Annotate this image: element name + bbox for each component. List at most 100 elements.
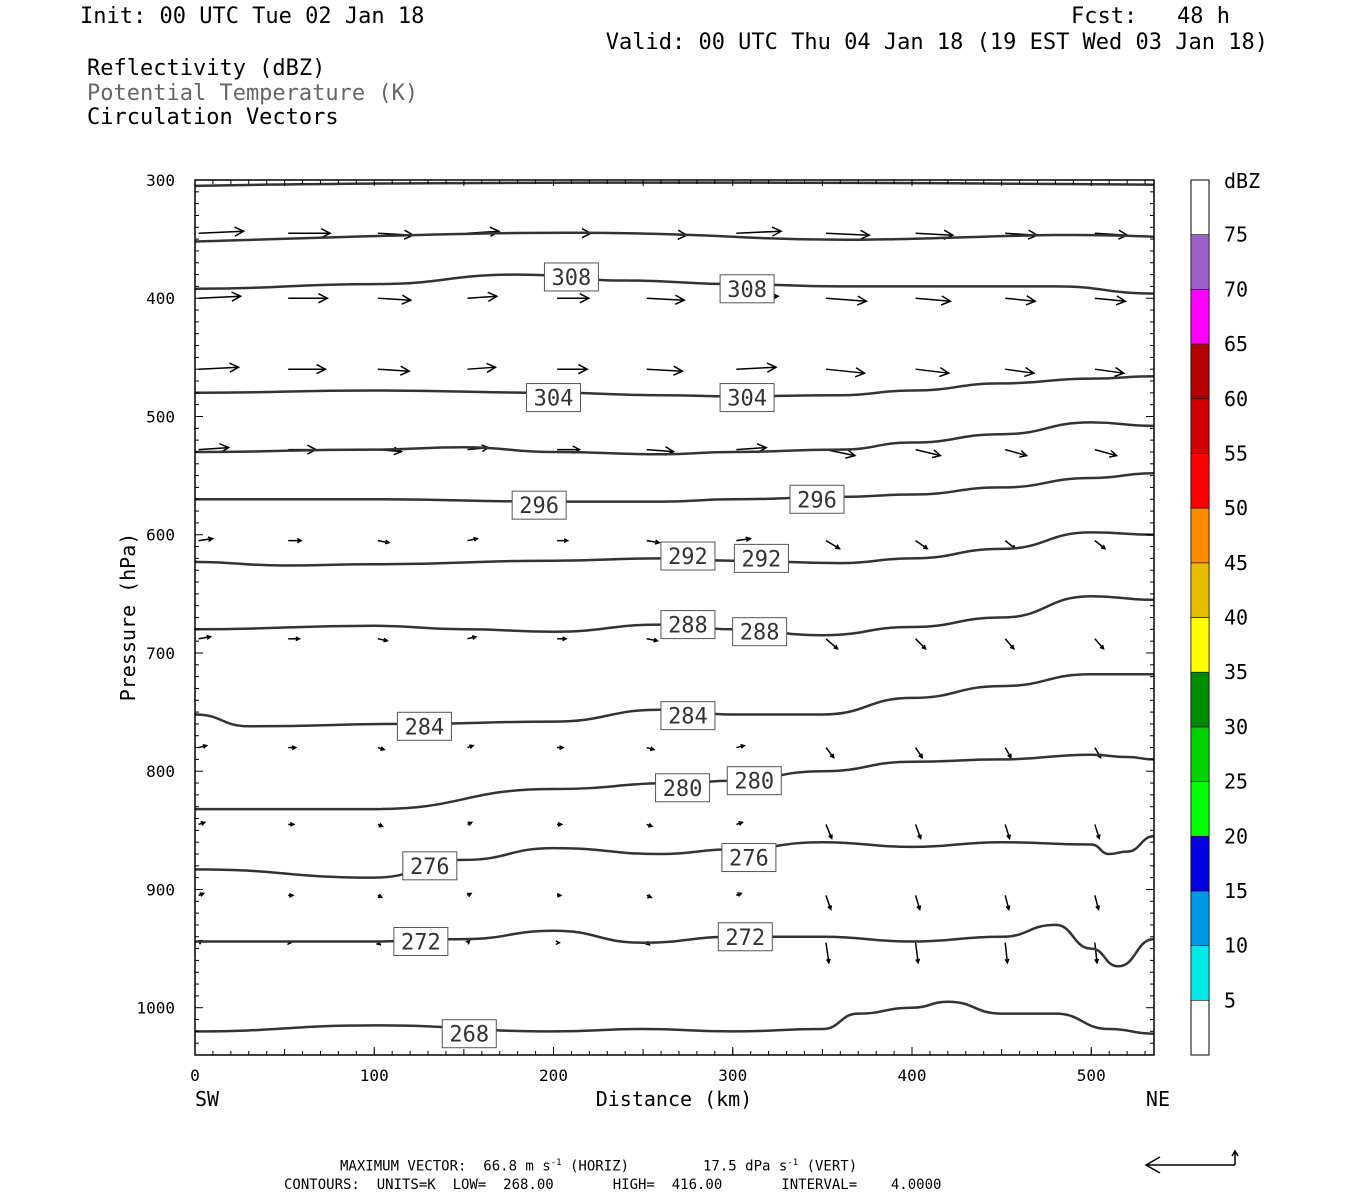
contour-label-box: [719, 274, 775, 304]
vector-arrow-icon: [646, 746, 656, 752]
init-time: Init: 00 UTC Tue 02 Jan 18: [80, 4, 425, 29]
colorbar-swatch: [1190, 289, 1210, 345]
contour-label-box: [721, 843, 777, 873]
vector-arrow-icon: [557, 363, 589, 375]
axes: 0 100 200 300 400 500 300 400 500 600 700 800 900 100…: [136, 171, 1154, 1085]
colorbar-tick-label: 25: [1224, 770, 1248, 794]
x-axis-label: Distance (km): [596, 1087, 753, 1111]
contour-label-box: [660, 610, 716, 640]
colorbar-tick-label: 20: [1224, 824, 1248, 848]
contour-label-box: [526, 383, 582, 413]
colorbar-tick-label: 45: [1224, 551, 1248, 575]
y-tick-label: 700: [146, 644, 175, 663]
vector-arrow-icon: [736, 821, 744, 826]
vector-arrow-icon: [288, 293, 329, 304]
vector-arrow-icon: [1094, 638, 1105, 651]
vector-arrow-icon: [467, 536, 479, 542]
colorbar-swatch: [1190, 835, 1210, 892]
vector-arrow-icon: [825, 895, 833, 911]
contour-label: 292: [742, 547, 782, 572]
contour-label: 280: [663, 777, 703, 802]
vector-arrow-icon: [288, 821, 296, 827]
vector-arrow-icon: [1094, 366, 1126, 378]
contour-label: 272: [725, 926, 765, 951]
vector-arrow-icon: [914, 942, 921, 965]
contour-line-268: [194, 1000, 1155, 1035]
vector-arrow-icon: [377, 637, 389, 643]
vector-arrow-icon: [1094, 942, 1100, 965]
vector-arrow-icon: [377, 746, 386, 751]
vector-arrow-icon: [1005, 295, 1037, 306]
vector-arrow-icon: [825, 747, 835, 759]
contour-line-296: [194, 471, 1155, 503]
contour-label-box: [660, 541, 716, 571]
colorbar-tick-label: 10: [1224, 934, 1248, 958]
contour-label-box: [511, 490, 567, 520]
contour-line-304: [194, 375, 1155, 398]
vector-arrow-icon: [914, 824, 922, 840]
vector-arrow-icon: [555, 940, 561, 946]
vector-arrow-icon: [1004, 942, 1010, 965]
maximum-vector-line: MAXIMUM VECTOR: 66.8 m s-1 (HORIZ) 17.5 d…: [340, 1158, 857, 1175]
vector-arrow-icon: [466, 892, 473, 898]
colorbar-swatch: [1190, 890, 1210, 946]
contour-label: 284: [405, 715, 445, 740]
vector-arrow-icon: [377, 365, 411, 376]
vector-arrow-icon: [198, 634, 213, 640]
colorbar: dBZ 5 10 15 20 25 30 35 40 45 50 55 60 65 70 75: [1190, 169, 1260, 1056]
contour-label-box: [660, 701, 716, 731]
x-tick-label: 100: [360, 1066, 389, 1085]
colorbar-swatch: [1190, 507, 1210, 564]
contour-label: 272: [401, 930, 441, 955]
vector-arrow-icon: [467, 821, 474, 827]
vector-arrow-icon: [1004, 824, 1011, 840]
vector-arrow-icon: [467, 635, 478, 640]
vector-arrow-icon: [825, 824, 833, 840]
colorbar-swatch: [1190, 234, 1210, 290]
contours-info: CONTOURS: UNITS=K LOW= 268.00 HIGH= 416.…: [284, 1177, 942, 1193]
contour-label: 288: [668, 614, 708, 639]
vector-arrow-icon: [288, 745, 298, 751]
contour-label-box: [733, 543, 789, 573]
y-tick-label: 500: [146, 407, 175, 426]
vector-arrow-icon: [914, 747, 924, 759]
contour-label-box: [655, 773, 711, 803]
contour-line-308: [194, 273, 1155, 295]
vector-arrow-icon: [825, 942, 831, 965]
vector-arrow-icon: [557, 636, 568, 642]
colorbar-swatch: [1190, 398, 1210, 454]
contour-label: 292: [668, 545, 708, 570]
vector-arrow-icon: [288, 892, 295, 898]
colorbar-swatch: [1190, 343, 1210, 400]
max-vector-horiz-tag: (HORIZ): [561, 1158, 629, 1175]
vector-arrow-icon: [915, 448, 942, 459]
vector-arrow-icon: [1094, 895, 1101, 912]
sw-label: SW: [195, 1087, 220, 1111]
vector-arrow-icon: [377, 822, 385, 828]
contour-label: 280: [734, 770, 774, 795]
colorbar-swatch: [1190, 781, 1210, 837]
vector-arrow-icon: [377, 294, 413, 305]
vector-arrow-icon: [557, 293, 591, 304]
vector-arrow-icon: [1094, 824, 1101, 840]
contour-label-box: [441, 1019, 497, 1049]
field-reflectivity: Reflectivity (dBZ): [87, 56, 326, 81]
vector-arrow-icon: [825, 638, 839, 650]
contour-line-272: [195, 923, 1155, 968]
colorbar-swatch: [1190, 671, 1210, 728]
colorbar-tick-label: 5: [1224, 988, 1236, 1012]
contour-line-292: [194, 531, 1155, 567]
x-tick-label: 500: [1077, 1066, 1106, 1085]
vector-arrow-icon: [736, 226, 783, 237]
x-tick-label: 0: [190, 1066, 200, 1085]
contour-line-upper: [194, 231, 1155, 243]
colorbar-swatch: [1190, 726, 1210, 782]
y-tick-label: 800: [146, 762, 175, 781]
colorbar-tick-label: 30: [1224, 715, 1248, 739]
x-tick-label: 300: [718, 1066, 747, 1085]
vector-arrow-icon: [467, 362, 498, 373]
circulation-vectors: [197, 226, 1130, 965]
x-tick-label: 400: [898, 1066, 927, 1085]
forecast-hour: Fcst: 48 h: [1071, 4, 1230, 29]
contour-label: 268: [449, 1023, 489, 1048]
